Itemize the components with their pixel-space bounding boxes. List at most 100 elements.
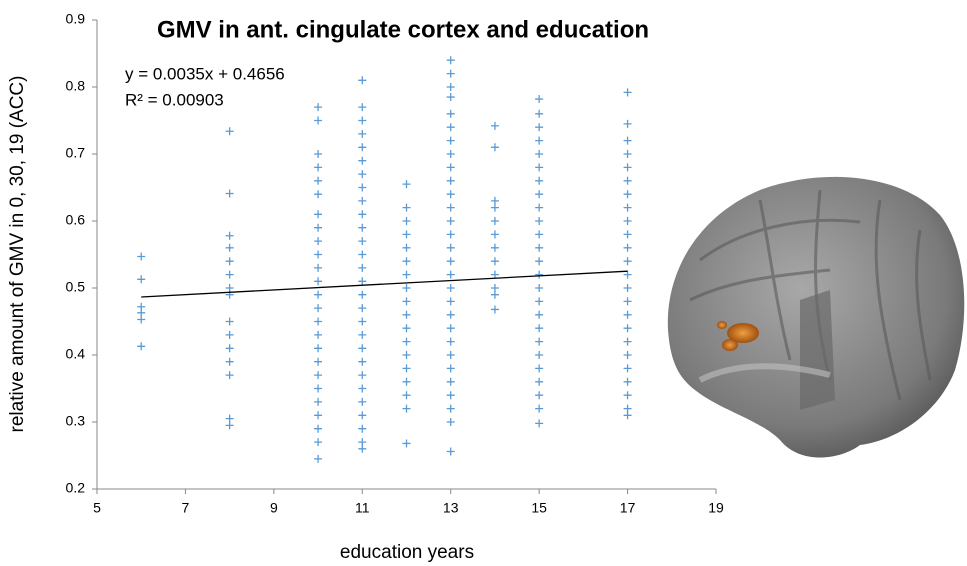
point: [314, 358, 322, 366]
point: [358, 103, 366, 111]
point: [447, 311, 455, 319]
point: [447, 338, 455, 346]
point: [624, 88, 632, 96]
point: [314, 398, 322, 406]
point: [624, 190, 632, 198]
point: [358, 398, 366, 406]
point: [491, 122, 499, 130]
point: [358, 184, 366, 192]
point: [535, 95, 543, 103]
point: [624, 163, 632, 171]
y-tick-label: 0.2: [66, 480, 86, 496]
point: [491, 257, 499, 265]
y-tick-label: 0.7: [66, 145, 86, 161]
point: [403, 338, 411, 346]
point: [403, 230, 411, 238]
point: [447, 204, 455, 212]
point: [226, 127, 234, 135]
point: [447, 324, 455, 332]
point: [403, 391, 411, 399]
point: [358, 331, 366, 339]
x-tick-label: 9: [270, 500, 278, 516]
point: [226, 358, 234, 366]
point: [535, 230, 543, 238]
point: [226, 190, 234, 198]
point: [358, 251, 366, 259]
point: [403, 297, 411, 305]
point: [447, 405, 455, 413]
point: [447, 244, 455, 252]
point: [535, 257, 543, 265]
chart: GMV in ant. cingulate cortex and educati…: [0, 0, 967, 566]
point: [447, 123, 455, 131]
point: [403, 204, 411, 212]
point: [535, 190, 543, 198]
point: [624, 338, 632, 346]
point: [491, 204, 499, 212]
point: [358, 197, 366, 205]
x-tick-label: 17: [620, 500, 636, 516]
point: [358, 264, 366, 272]
point: [403, 284, 411, 292]
point: [358, 76, 366, 84]
x-tick-label: 5: [93, 500, 101, 516]
point: [358, 344, 366, 352]
point: [358, 358, 366, 366]
point: [447, 93, 455, 101]
point: [314, 371, 322, 379]
point: [314, 385, 322, 393]
point: [535, 177, 543, 185]
point: [535, 311, 543, 319]
point: [535, 217, 543, 225]
point: [314, 438, 322, 446]
point: [535, 419, 543, 427]
point: [624, 324, 632, 332]
point: [137, 275, 145, 283]
y-tick-label: 0.9: [66, 11, 86, 27]
point: [314, 277, 322, 285]
point: [491, 244, 499, 252]
point: [403, 311, 411, 319]
point: [137, 315, 145, 323]
point: [624, 150, 632, 158]
point: [447, 150, 455, 158]
point: [447, 137, 455, 145]
point: [314, 251, 322, 259]
point: [491, 230, 499, 238]
chart-title: GMV in ant. cingulate cortex and educati…: [157, 16, 649, 43]
r-squared: R² = 0.00903: [125, 90, 224, 109]
point: [358, 143, 366, 151]
y-axis-label: relative amount of GMV in 0, 30, 19 (ACC…: [7, 76, 28, 433]
point: [624, 284, 632, 292]
point: [358, 170, 366, 178]
point: [137, 342, 145, 350]
point: [535, 324, 543, 332]
point: [314, 344, 322, 352]
point: [447, 257, 455, 265]
point: [314, 425, 322, 433]
point: [535, 284, 543, 292]
y-tick-label: 0.4: [66, 346, 86, 362]
point: [314, 177, 322, 185]
point: [447, 351, 455, 359]
point: [535, 338, 543, 346]
point: [624, 137, 632, 145]
point: [447, 83, 455, 91]
point: [358, 385, 366, 393]
point: [358, 224, 366, 232]
point: [447, 190, 455, 198]
point: [314, 190, 322, 198]
point: [358, 210, 366, 218]
point: [226, 331, 234, 339]
point: [358, 411, 366, 419]
trendline: [141, 271, 627, 297]
point: [226, 371, 234, 379]
x-tick-label: 11: [355, 500, 370, 516]
point: [447, 284, 455, 292]
point: [403, 324, 411, 332]
point: [358, 425, 366, 433]
point: [535, 123, 543, 131]
point: [624, 351, 632, 359]
x-tick-label: 19: [708, 500, 724, 516]
point: [403, 439, 411, 447]
